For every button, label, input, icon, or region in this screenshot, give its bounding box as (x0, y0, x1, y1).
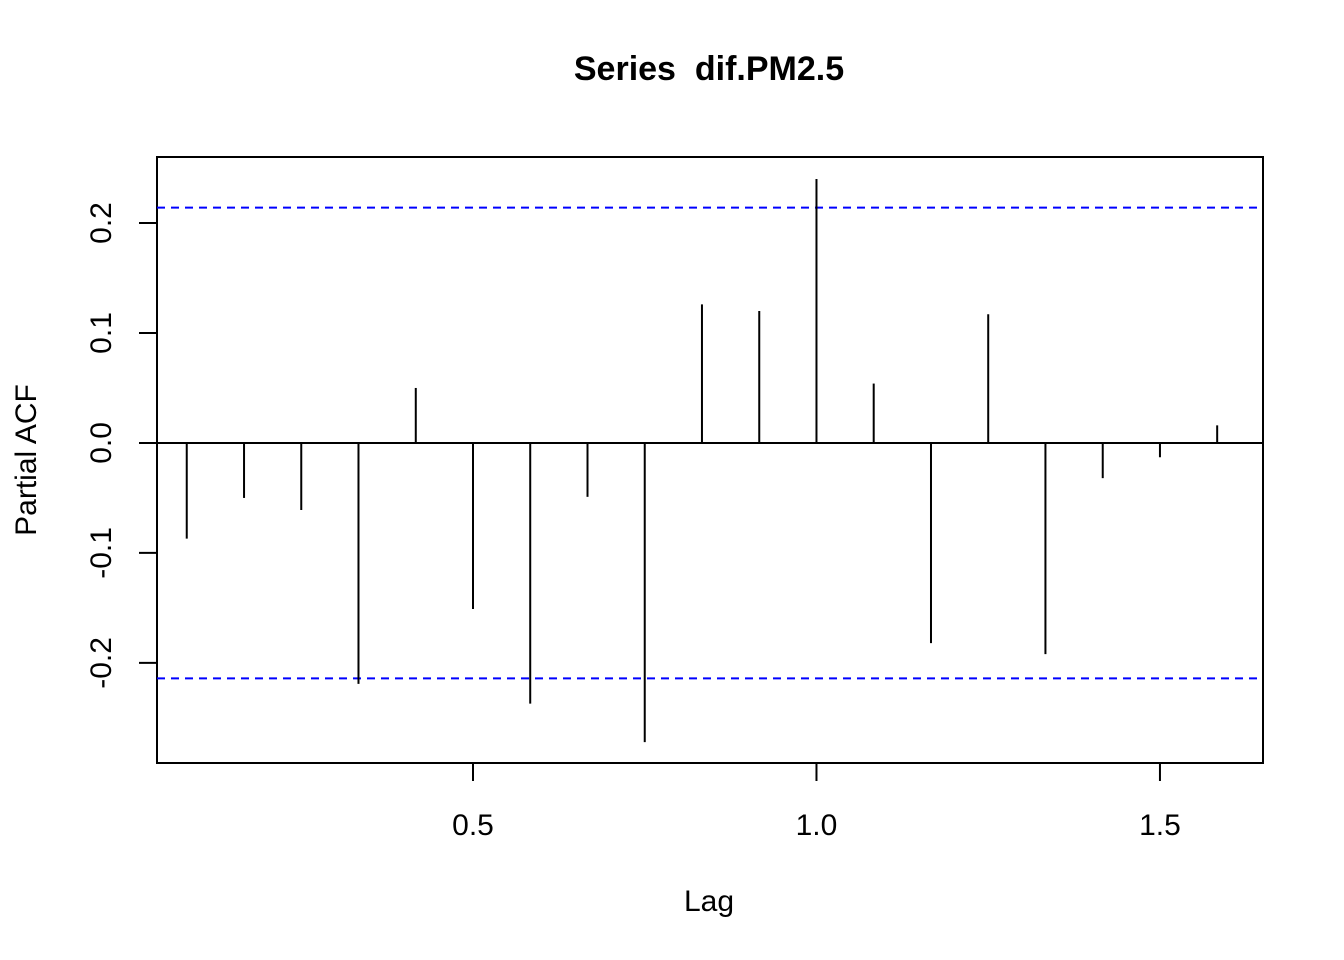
y-axis: -0.2 -0.1 0.0 0.1 0.2 (85, 202, 157, 689)
y-tick-label: 0.0 (85, 422, 118, 464)
x-tick-label: 0.5 (452, 809, 494, 842)
chart-title: Series dif.PM2.5 (574, 50, 844, 88)
y-tick-label: -0.2 (85, 637, 118, 689)
y-tick-label: -0.1 (85, 527, 118, 579)
x-axis: 0.5 1.0 1.5 (452, 763, 1181, 842)
plot-area (156, 156, 1264, 764)
y-tick-label: 0.2 (85, 202, 118, 244)
y-tick-label: 0.1 (85, 312, 118, 354)
x-axis-label: Lag (684, 885, 734, 918)
plot-frame (156, 156, 1264, 764)
x-tick-label: 1.5 (1139, 809, 1181, 842)
y-axis-label: Partial ACF (10, 384, 43, 536)
x-tick-label: 1.0 (796, 809, 838, 842)
